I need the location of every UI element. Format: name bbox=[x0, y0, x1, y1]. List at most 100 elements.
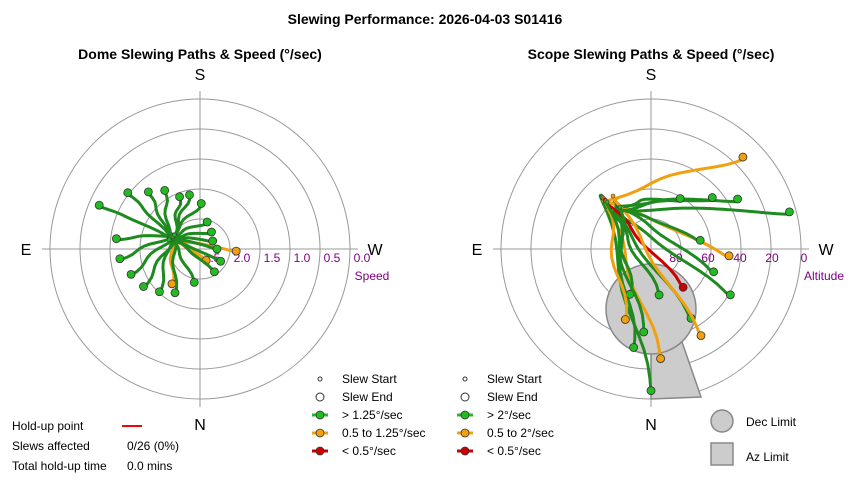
dome-legend-label: Slew Start bbox=[342, 372, 397, 386]
dome-grid bbox=[42, 91, 358, 407]
scope-chart: Scope Slewing Paths & Speed (°/sec) S N … bbox=[457, 46, 844, 465]
dome-legend-label: Slew End bbox=[342, 390, 393, 404]
scope-legend-marker bbox=[461, 447, 469, 455]
scope-legend-label: > 2°/sec bbox=[487, 408, 531, 422]
holdup-point-label: Hold-up point bbox=[12, 419, 84, 433]
dome-slew-end bbox=[95, 201, 103, 209]
scope-slew-end bbox=[696, 236, 704, 244]
az-limit-swatch bbox=[711, 443, 733, 465]
dec-limit-label: Dec Limit bbox=[746, 415, 797, 429]
dome-legend-label: < 0.5°/sec bbox=[342, 444, 396, 458]
scope-radial-tick: 40 bbox=[733, 251, 747, 265]
dome-legend-marker bbox=[316, 429, 324, 437]
dome-legend-marker bbox=[316, 447, 324, 455]
scope-legend-start-marker bbox=[463, 377, 467, 381]
dome-radial-tick: 0.5 bbox=[324, 251, 341, 265]
dome-slew-paths bbox=[95, 186, 240, 296]
holdup-time-value: 0.0 mins bbox=[127, 459, 172, 473]
dome-slew-end bbox=[209, 237, 217, 245]
scope-dir-left: E bbox=[472, 242, 483, 259]
scope-slew-end bbox=[785, 208, 793, 216]
dome-legend: Slew Start Slew End > 1.25°/sec 0.5 to 1.25… bbox=[312, 372, 426, 458]
dome-radial-tick: 1.5 bbox=[264, 251, 281, 265]
scope-radial-tick: 0 bbox=[801, 251, 808, 265]
scope-dir-top: S bbox=[646, 67, 657, 84]
figure-title: Slewing Performance: 2026-04-03 S01416 bbox=[288, 11, 563, 27]
dome-dir-top: S bbox=[195, 67, 206, 84]
scope-radial-tick: 20 bbox=[765, 251, 779, 265]
dome-legend-start-marker bbox=[318, 377, 322, 381]
holdup-info: Hold-up point Slews affected 0/26 (0%) T… bbox=[12, 419, 179, 473]
dome-slew-end bbox=[127, 270, 135, 278]
scope-slew-start bbox=[605, 200, 609, 204]
dome-slew-end bbox=[140, 283, 148, 291]
dome-radial-tick: 1.0 bbox=[294, 251, 311, 265]
dome-slew-path bbox=[99, 206, 171, 238]
dec-limit-swatch bbox=[711, 410, 733, 432]
scope-slew-path bbox=[604, 160, 743, 202]
scope-slew-end bbox=[621, 315, 629, 323]
az-limit-label: Az Limit bbox=[746, 450, 789, 464]
dome-slew-start bbox=[167, 238, 171, 242]
dome-legend-marker bbox=[316, 411, 324, 419]
dome-slew-end bbox=[144, 188, 152, 196]
scope-slew-end bbox=[697, 332, 705, 340]
dome-slew-end bbox=[185, 191, 193, 199]
scope-slew-end bbox=[734, 195, 742, 203]
dome-legend-label: > 1.25°/sec bbox=[342, 408, 403, 422]
dome-dir-bottom: N bbox=[194, 417, 206, 434]
dome-slew-end bbox=[203, 218, 211, 226]
dome-slew-end bbox=[210, 268, 218, 276]
scope-slew-paths bbox=[599, 153, 793, 395]
dome-radial-label: Speed bbox=[355, 269, 390, 283]
scope-slew-end bbox=[725, 252, 733, 260]
scope-slew-end bbox=[655, 291, 663, 299]
scope-slew-end bbox=[708, 194, 716, 202]
scope-slew-end bbox=[640, 328, 648, 336]
scope-radial-label: Altitude bbox=[804, 269, 844, 283]
scope-slew-start bbox=[611, 194, 615, 198]
slews-affected-value: 0/26 (0%) bbox=[127, 439, 179, 453]
dome-slew-end bbox=[155, 288, 163, 296]
dome-legend-end-marker bbox=[316, 393, 324, 401]
scope-slew-end bbox=[679, 283, 687, 291]
scope-slew-end bbox=[630, 343, 638, 351]
scope-legend-marker bbox=[461, 429, 469, 437]
dome-slew-end bbox=[168, 280, 176, 288]
scope-dir-right: W bbox=[818, 242, 834, 259]
dome-slew-end bbox=[232, 247, 240, 255]
dome-slew-end bbox=[112, 235, 120, 243]
dome-slew-end bbox=[213, 245, 221, 253]
scope-legend-label: 0.5 to 2°/sec bbox=[487, 426, 554, 440]
scope-slew-end bbox=[710, 268, 718, 276]
dome-slew-end bbox=[176, 193, 184, 201]
slews-affected-label: Slews affected bbox=[12, 439, 90, 453]
scope-slew-end bbox=[657, 355, 665, 363]
scope-legend: Slew Start Slew End > 2°/sec 0.5 to 2°/sec <… bbox=[457, 372, 797, 465]
dome-radial-tick: 0.0 bbox=[354, 251, 371, 265]
dome-slew-end bbox=[190, 278, 198, 286]
scope-legend-label: Slew Start bbox=[487, 372, 542, 386]
scope-legend-label: < 0.5°/sec bbox=[487, 444, 541, 458]
scope-slew-start bbox=[618, 205, 622, 209]
scope-slew-end bbox=[726, 291, 734, 299]
scope-dir-bottom: N bbox=[645, 417, 657, 434]
scope-legend-label: Slew End bbox=[487, 390, 538, 404]
holdup-time-label: Total hold-up time bbox=[12, 459, 107, 473]
dome-chart-title: Dome Slewing Paths & Speed (°/sec) bbox=[78, 46, 322, 62]
dome-legend-label: 0.5 to 1.25°/sec bbox=[342, 426, 426, 440]
scope-legend-end-marker bbox=[461, 393, 469, 401]
dome-slew-end bbox=[161, 186, 169, 194]
dome-chart: Dome Slewing Paths & Speed (°/sec) S N E… bbox=[21, 46, 426, 458]
scope-slew-end bbox=[647, 387, 655, 395]
dome-slew-end bbox=[124, 189, 132, 197]
scope-chart-title: Scope Slewing Paths & Speed (°/sec) bbox=[528, 46, 775, 62]
dome-slew-end bbox=[207, 228, 215, 236]
dome-slew-start bbox=[172, 233, 176, 237]
dome-dir-left: E bbox=[21, 242, 32, 259]
dome-slew-end bbox=[171, 289, 179, 297]
scope-slew-end bbox=[739, 153, 747, 161]
dome-slew-end bbox=[116, 255, 124, 263]
